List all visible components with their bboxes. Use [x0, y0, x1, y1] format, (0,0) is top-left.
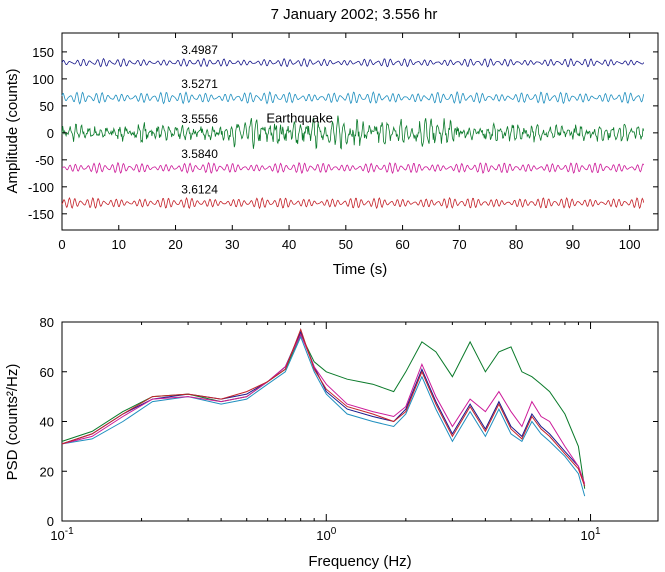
time-axis-label: Time (s) [333, 261, 387, 278]
frequency-tick-label: 10-1 [50, 526, 74, 543]
psd-trace [61, 335, 586, 497]
amplitude-tick-label: 50 [40, 99, 54, 114]
psd-plot-frame [61, 321, 659, 522]
time-series-trace [61, 90, 645, 105]
time-series-trace [61, 115, 645, 150]
psd-traces [61, 328, 586, 497]
psd-tick-label: 20 [40, 464, 54, 479]
trace-time-label: 3.6124 [181, 182, 218, 196]
amplitude-axis-ticks: 150 100 50 0 -50 -100 -150 [28, 45, 658, 222]
time-tick-label: 10 [112, 237, 126, 252]
psd-panel: 10-1 100 101 0 20 40 60 80 Frequency (Hz) PSD … [4, 315, 659, 570]
time-tick-label: 50 [339, 237, 353, 252]
frequency-tick-label: 101 [581, 526, 601, 543]
psd-tick-label: 80 [40, 315, 54, 330]
time-tick-label: 90 [566, 237, 580, 252]
time-tick-label: 0 [58, 237, 65, 252]
amplitude-tick-label: -100 [28, 180, 54, 195]
amplitude-tick-label: -50 [35, 153, 54, 168]
time-tick-label: 30 [225, 237, 239, 252]
psd-trace [61, 333, 586, 484]
time-series-trace [61, 196, 645, 210]
time-series-trace-labels: 3.4987 3.5271 3.5556 3.5840 3.6124 [181, 43, 218, 196]
time-tick-label: 80 [509, 237, 523, 252]
psd-axis-label: PSD (counts²/Hz) [4, 364, 21, 481]
psd-trace [61, 330, 586, 487]
time-tick-label: 20 [168, 237, 182, 252]
psd-trace [61, 328, 586, 487]
trace-time-label: 3.4987 [181, 43, 218, 57]
amplitude-tick-label: 150 [32, 45, 54, 60]
psd-tick-label: 0 [47, 514, 54, 529]
earthquake-annotation: Earthquake [266, 111, 333, 126]
time-tick-label: 100 [619, 237, 641, 252]
time-series-trace [61, 161, 645, 174]
frequency-tick-label: 100 [316, 526, 336, 543]
psd-tick-label: 40 [40, 415, 54, 430]
frequency-axis-ticks: 10-1 100 101 [50, 322, 601, 543]
time-tick-label: 70 [452, 237, 466, 252]
time-series-annotations: Earthquake [266, 111, 333, 126]
figure-title: 7 January 2002; 3.556 hr [271, 6, 438, 23]
time-series-traces [61, 57, 645, 210]
amplitude-tick-label: 0 [47, 126, 54, 141]
trace-time-label: 3.5556 [181, 112, 218, 126]
frequency-axis-label: Frequency (Hz) [308, 553, 411, 570]
trace-time-label: 3.5271 [181, 77, 218, 91]
psd-tick-label: 60 [40, 365, 54, 380]
time-axis-ticks: 0 10 20 30 40 50 60 70 80 90 100 [58, 33, 640, 252]
time-tick-label: 40 [282, 237, 296, 252]
time-tick-label: 60 [395, 237, 409, 252]
trace-time-label: 3.5840 [181, 147, 218, 161]
psd-axis-ticks: 0 20 40 60 80 [40, 315, 658, 529]
time-series-panel: 3.4987 3.5271 3.5556 3.5840 3.6124 Earthquak… [4, 32, 659, 278]
amplitude-tick-label: -150 [28, 207, 54, 222]
amplitude-axis-label: Amplitude (counts) [4, 68, 21, 193]
psd-trace [61, 333, 586, 489]
amplitude-tick-label: 100 [32, 72, 54, 87]
time-series-trace [61, 57, 645, 68]
